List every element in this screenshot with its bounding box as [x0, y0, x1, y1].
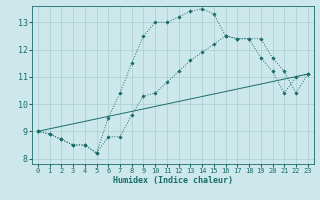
X-axis label: Humidex (Indice chaleur): Humidex (Indice chaleur)	[113, 176, 233, 185]
